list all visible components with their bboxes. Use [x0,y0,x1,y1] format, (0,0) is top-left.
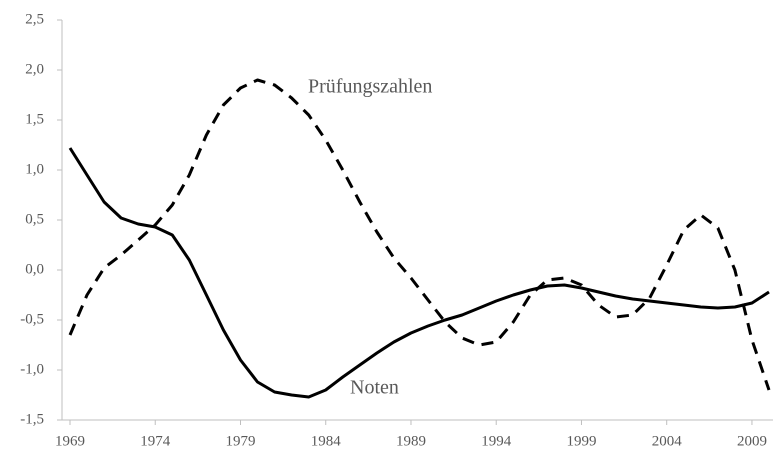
y-tick-label: 2,5 [25,11,44,27]
y-tick-label: 1,5 [25,111,44,127]
y-tick-label: 2,0 [25,61,44,77]
y-tick-label: 0,0 [25,261,44,277]
y-tick-label: -1,5 [20,411,44,427]
x-tick-label: 1969 [55,433,85,449]
y-tick-label: 1,0 [25,161,44,177]
x-tick-label: 1979 [225,433,255,449]
x-tick-label: 2004 [652,433,683,449]
series-label: Noten [350,377,399,399]
x-tick-label: 1974 [140,433,171,449]
line-series [68,78,771,391]
x-tick-label: 1999 [566,433,596,449]
x-tick-label: 1994 [481,433,512,449]
x-tick-label: 1989 [396,433,426,449]
line-series [68,147,770,399]
x-tick-label: 2009 [737,433,767,449]
y-tick-label: -1,0 [20,361,44,377]
y-tick-label: 0,5 [25,211,44,227]
series-label: Prüfungszahlen [308,76,432,98]
x-tick-label: 1984 [311,433,342,449]
y-tick-label: -0,5 [20,311,44,327]
